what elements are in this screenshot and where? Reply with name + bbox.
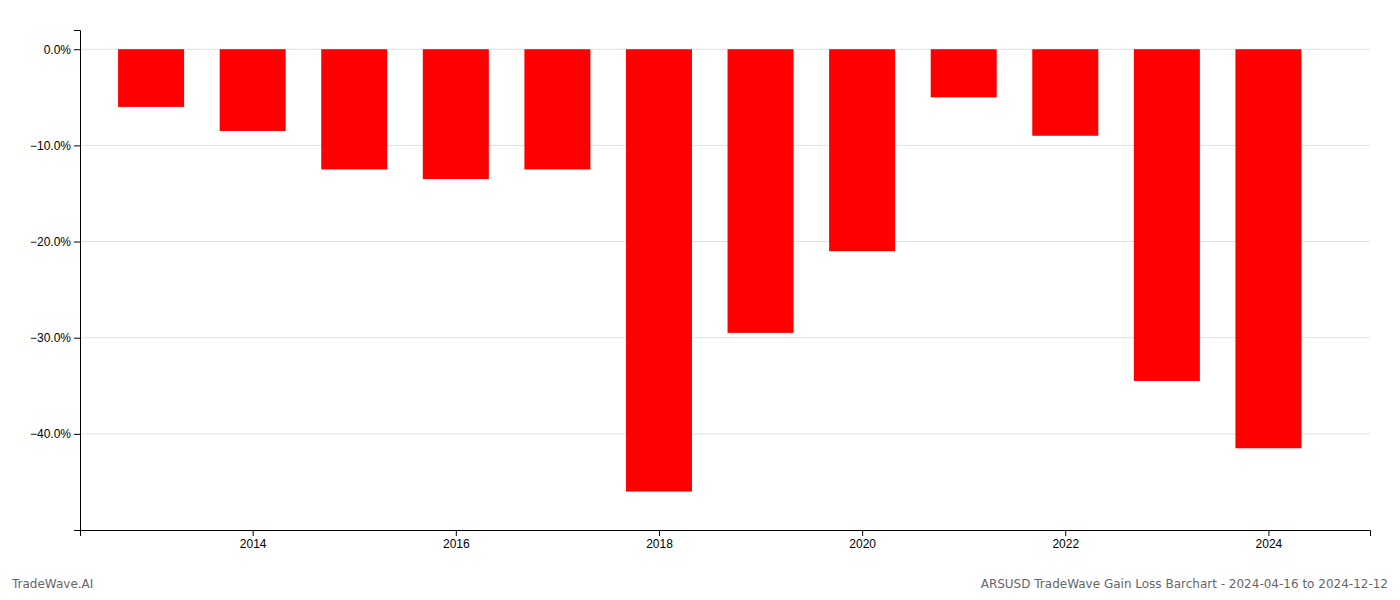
bar — [321, 49, 387, 169]
y-tick-mark — [74, 49, 80, 50]
y-tick-mark — [74, 434, 80, 435]
y-tick: −30.0% — [30, 331, 80, 345]
y-tick: 0.0% — [44, 43, 80, 57]
x-tick-label: 2016 — [443, 537, 470, 551]
chart: 0.0% −10.0% −20.0% −30.0% −40.0% 2014 2016 2018… — [0, 0, 1400, 600]
y-tick-label: −40.0% — [30, 427, 71, 441]
bar — [728, 49, 794, 333]
bar — [829, 49, 895, 251]
y-tick: −10.0% — [30, 139, 80, 153]
bar — [524, 49, 590, 169]
bar — [118, 49, 184, 107]
x-tick-label: 2014 — [240, 537, 267, 551]
x-tick-mark — [456, 530, 457, 536]
bar — [220, 49, 286, 131]
bar — [423, 49, 489, 179]
y-tick-label: −10.0% — [30, 139, 71, 153]
y-tick-mark — [74, 242, 80, 243]
grid — [80, 49, 1370, 434]
footer-annotation: ARSUSD TradeWave Gain Loss Barchart - 20… — [981, 577, 1388, 591]
x-tick-label: 2020 — [849, 537, 876, 551]
bars — [118, 49, 1301, 491]
x-tick: 2018 — [646, 530, 673, 551]
x-tick-label: 2024 — [1256, 537, 1283, 551]
y-axis-line — [74, 31, 81, 531]
bar — [626, 49, 692, 491]
y-axis: 0.0% −10.0% −20.0% −30.0% −40.0% — [30, 31, 81, 531]
x-tick-mark — [253, 530, 254, 536]
x-tick: 2016 — [443, 530, 470, 551]
x-tick: 2020 — [849, 530, 876, 551]
x-tick-mark — [1065, 530, 1066, 536]
bar — [1032, 49, 1098, 136]
plot: 0.0% −10.0% −20.0% −30.0% −40.0% 2014 2016 2018… — [30, 31, 1371, 551]
x-tick-mark — [862, 530, 863, 536]
grid-line — [80, 433, 1370, 434]
x-tick-mark — [1268, 530, 1269, 536]
bar — [931, 49, 997, 97]
x-tick-label: 2022 — [1052, 537, 1079, 551]
y-tick-label: 0.0% — [44, 43, 72, 57]
y-tick-mark — [74, 145, 80, 146]
bar — [1235, 49, 1301, 448]
y-tick-label: −30.0% — [30, 331, 71, 345]
x-tick-mark — [659, 530, 660, 536]
x-tick: 2014 — [240, 530, 267, 551]
footer-annotation: TradeWave.AI — [11, 577, 93, 591]
x-axis-line — [81, 531, 1371, 537]
y-tick: −40.0% — [30, 427, 80, 441]
x-axis: 2014 2016 2018 2020 2022 2024 — [81, 530, 1371, 551]
y-tick-label: −20.0% — [30, 235, 71, 249]
x-tick: 2024 — [1256, 530, 1283, 551]
x-tick-label: 2018 — [646, 537, 673, 551]
x-tick: 2022 — [1052, 530, 1079, 551]
y-tick: −20.0% — [30, 235, 80, 249]
bar — [1134, 49, 1200, 381]
y-tick-mark — [74, 338, 80, 339]
